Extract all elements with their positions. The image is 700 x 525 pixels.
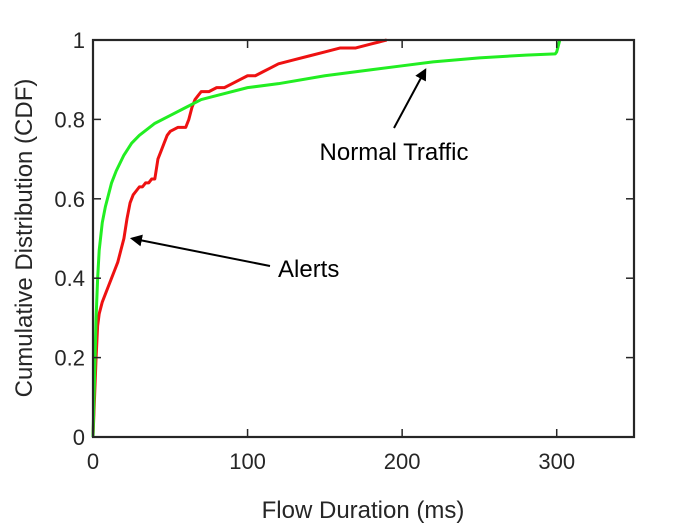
y-tick-label: 0 (73, 425, 85, 450)
annotation-layer: Normal Traffic Alerts (129, 68, 469, 283)
x-tick-label: 0 (87, 449, 99, 474)
x-tick-label: 200 (384, 449, 421, 474)
series-line-alerts (91, 38, 388, 438)
y-axis-label: Cumulative Distribution (CDF) (11, 79, 38, 398)
x-ticks: 0 100 200 300 (87, 40, 575, 474)
plot-area (93, 40, 634, 437)
y-tick-label: 1 (73, 28, 85, 53)
series-layer (91, 38, 562, 438)
y-tick-label: 0.8 (54, 107, 85, 132)
y-tick-label: 0.6 (54, 187, 85, 212)
annotation-arrow-alerts (129, 234, 271, 267)
annotation-normal-traffic: Normal Traffic (320, 139, 469, 166)
y-tick-label: 0.2 (54, 346, 85, 371)
series-line-normal-traffic (91, 39, 562, 438)
x-tick-label: 100 (229, 449, 266, 474)
annotation-alerts: Alerts (278, 256, 339, 283)
y-tick-label: 0.4 (54, 266, 85, 291)
annotation-arrow-normal-traffic (393, 68, 427, 129)
x-tick-label: 300 (538, 449, 575, 474)
x-axis-label: Flow Duration (ms) (262, 497, 465, 524)
axes-box (91, 38, 636, 439)
y-ticks: 0 0.2 0.4 0.6 0.8 1 (54, 28, 634, 450)
